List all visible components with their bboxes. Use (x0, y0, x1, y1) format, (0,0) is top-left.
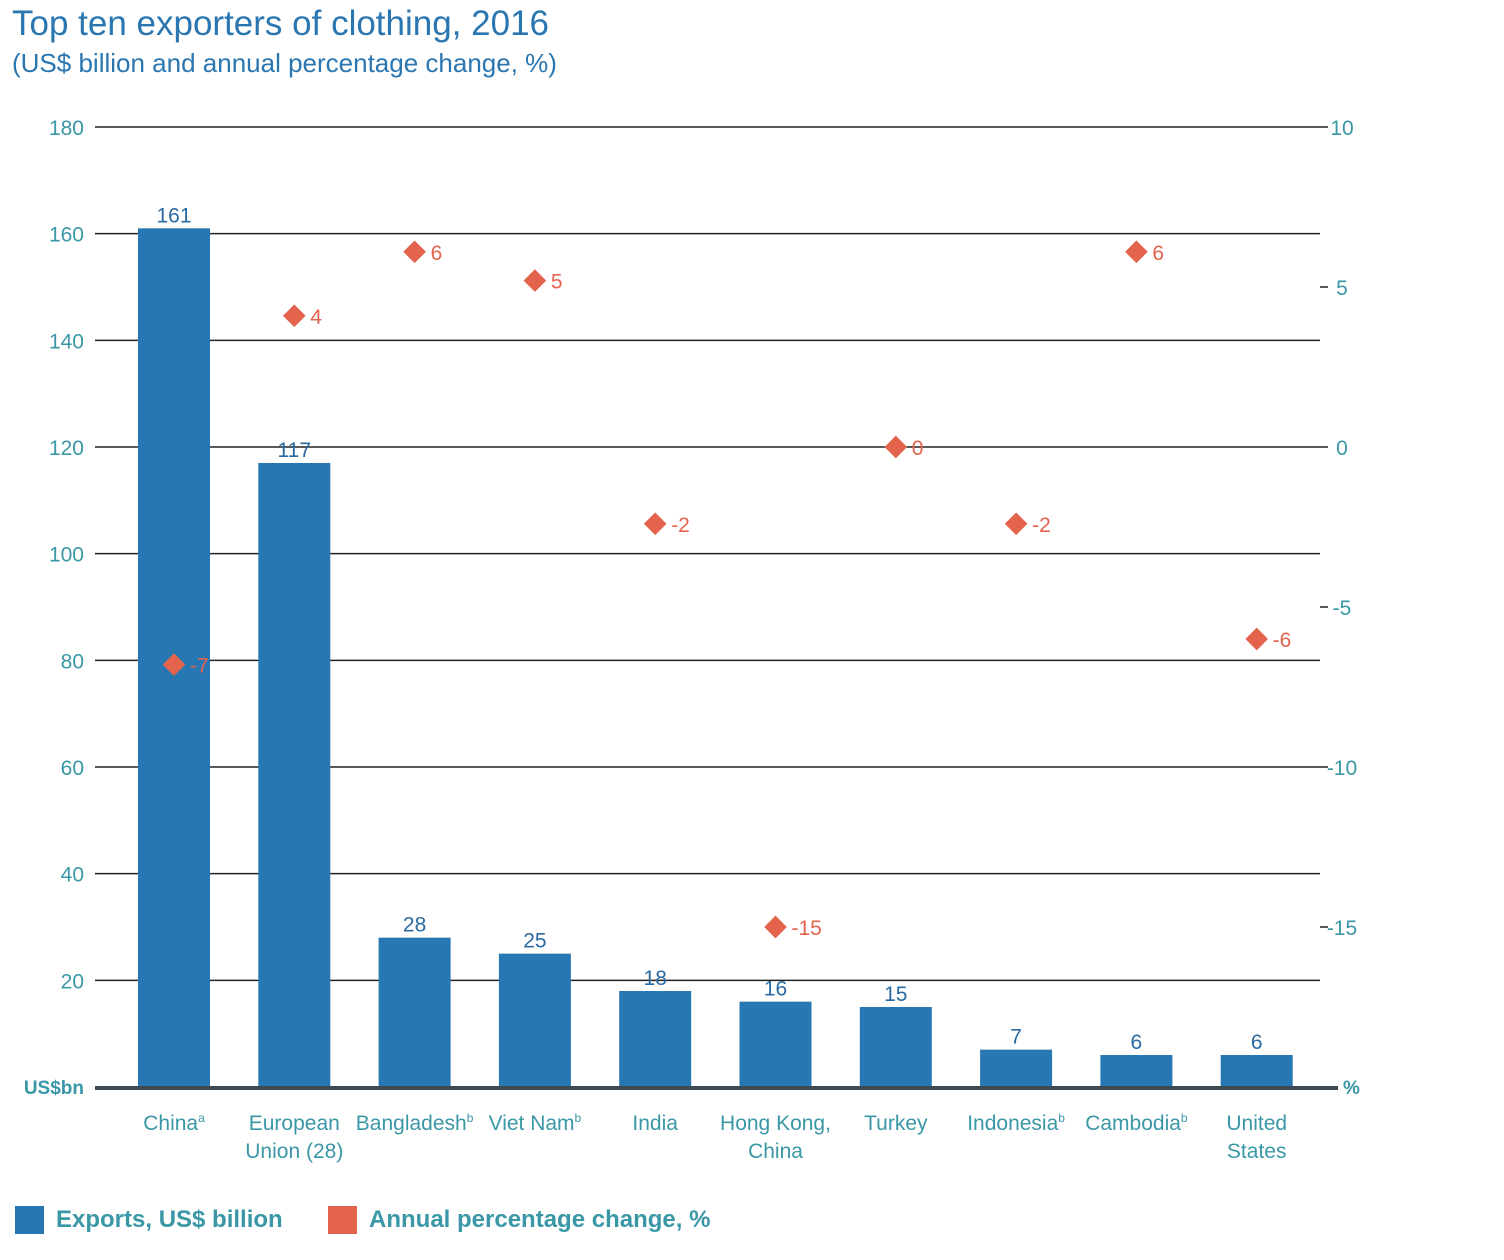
category-label: India (632, 1112, 678, 1135)
category-label: States (1227, 1140, 1287, 1163)
left-tick-label: 180 (49, 117, 84, 140)
bar-value-label: 28 (403, 914, 426, 937)
category-label: Viet Namb (489, 1111, 582, 1135)
diamond-marker (403, 240, 426, 264)
category-label: Turkey (864, 1112, 928, 1135)
change-value-label: -2 (1032, 514, 1051, 537)
footnote-marker: b (1058, 1111, 1065, 1125)
bar-value-label: 6 (1251, 1031, 1263, 1054)
change-value-label: 5 (551, 271, 563, 294)
right-tick-label: -15 (1327, 917, 1357, 940)
bar-value-label: 18 (644, 967, 667, 990)
right-tick-label: 0 (1336, 437, 1348, 460)
left-tick-label: 80 (61, 650, 84, 673)
bar (980, 1049, 1053, 1087)
legend-label-change: Annual percentage change, % (369, 1206, 711, 1233)
bar-value-label: 25 (523, 930, 546, 953)
footnote-marker: a (198, 1111, 205, 1125)
left-axis-unit-label: US$bn (24, 1078, 84, 1099)
category-label: China (748, 1140, 803, 1163)
diamond-marker (884, 435, 908, 459)
right-tick-label: 10 (1330, 117, 1353, 140)
diamond-marker (523, 269, 547, 292)
diamond-marker (764, 915, 787, 939)
bar-value-label: 7 (1010, 1026, 1022, 1049)
bar (619, 991, 692, 1087)
left-tick-label: 40 (61, 864, 84, 887)
bar-value-label: 15 (884, 983, 907, 1006)
bar (1220, 1055, 1293, 1087)
change-value-label: -7 (190, 655, 209, 678)
category-label: Chinaa (143, 1111, 205, 1135)
change-value-label: -15 (792, 917, 822, 940)
bar (258, 463, 331, 1087)
bar (498, 953, 571, 1087)
change-value-label: 6 (431, 242, 443, 265)
category-label: European (249, 1112, 340, 1135)
bar (859, 1007, 932, 1087)
footnote-marker: b (467, 1111, 474, 1125)
right-tick-label: -10 (1327, 757, 1357, 780)
bar-value-label: 16 (764, 978, 787, 1001)
diamond-marker (643, 512, 667, 536)
legend-label-exports: Exports, US$ billion (56, 1206, 283, 1233)
left-tick-label: 120 (49, 437, 84, 460)
diamond-marker (1125, 240, 1148, 264)
left-tick-label: 100 (49, 544, 84, 567)
bar (378, 937, 451, 1087)
bar-value-label: 161 (156, 204, 191, 227)
change-value-label: -6 (1273, 629, 1292, 652)
diamond-marker (1004, 512, 1028, 536)
left-tick-label: 20 (61, 970, 84, 993)
change-value-label: 0 (912, 437, 924, 460)
footnote-marker: b (1181, 1111, 1188, 1125)
right-axis-unit-label: % (1343, 1078, 1360, 1099)
right-tick-label: -5 (1333, 597, 1352, 620)
legend-swatch-change (328, 1206, 357, 1234)
chart-title: Top ten exporters of clothing, 2016 (12, 4, 550, 43)
category-label: Union (28) (245, 1140, 343, 1163)
change-value-label: 6 (1152, 242, 1164, 265)
left-tick-label: 60 (61, 757, 84, 780)
legend-item-change: Annual percentage change, % (328, 1206, 710, 1234)
bar (739, 1001, 812, 1087)
change-value-label: 4 (310, 306, 322, 329)
category-label: Indonesiab (967, 1111, 1065, 1135)
bar-value-label: 6 (1131, 1031, 1143, 1054)
left-tick-label: 160 (49, 224, 84, 247)
category-label: Cambodiab (1085, 1111, 1188, 1135)
category-label: Hong Kong, (720, 1112, 831, 1135)
right-tick-label: 5 (1336, 277, 1348, 300)
diamond-marker (282, 304, 306, 328)
chart-subtitle: (US$ billion and annual percentage chang… (12, 48, 557, 78)
bar (1100, 1055, 1173, 1087)
change-value-label: -2 (671, 514, 690, 537)
legend-swatch-exports (15, 1206, 44, 1234)
category-label: United (1226, 1112, 1287, 1135)
diamond-marker (1245, 627, 1269, 651)
bar-value-label: 117 (278, 439, 311, 462)
footnote-marker: b (575, 1111, 582, 1125)
left-tick-label: 140 (49, 330, 84, 353)
legend-item-exports: Exports, US$ billion (15, 1206, 283, 1234)
category-label: Bangladeshb (356, 1111, 474, 1135)
